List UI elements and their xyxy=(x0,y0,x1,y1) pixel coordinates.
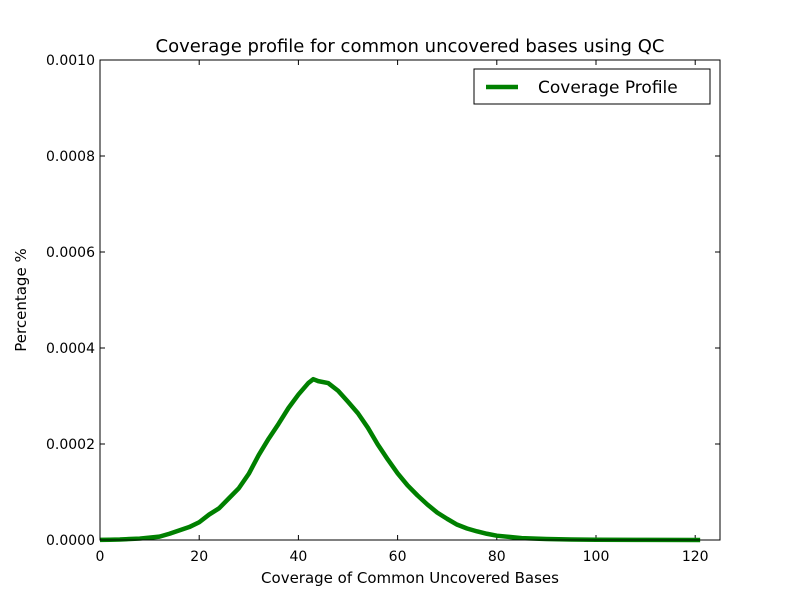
tick-group xyxy=(99,59,720,541)
x-tick-label: 80 xyxy=(488,549,506,565)
plot-frame xyxy=(99,59,721,541)
x-tick-label: 60 xyxy=(389,549,407,565)
x-tick-label: 100 xyxy=(583,549,610,565)
tick-label-group: 0 20 40 60 80 100 120 0.0000 0.0002 0.0004 0.0006 0… xyxy=(46,53,709,565)
x-tick-label: 120 xyxy=(682,549,709,565)
chart-title: Coverage profile for common uncovered ba… xyxy=(156,36,665,57)
legend: Coverage Profile xyxy=(473,68,711,105)
y-tick-label: 0.0010 xyxy=(46,53,95,69)
x-tick-label: 0 xyxy=(96,549,105,565)
y-tick-label: 0.0004 xyxy=(46,341,95,357)
y-tick-label: 0.0008 xyxy=(46,149,95,165)
y-tick-label: 0.0000 xyxy=(46,533,95,549)
y-axis-label: Percentage % xyxy=(12,248,30,351)
x-axis-label: Coverage of Common Uncovered Bases xyxy=(261,569,559,587)
legend-label: Coverage Profile xyxy=(538,78,678,98)
y-tick-label: 0.0006 xyxy=(46,245,95,261)
y-tick-label: 0.0002 xyxy=(46,437,95,453)
series-line-coverage-profile xyxy=(99,376,701,543)
x-tick-label: 20 xyxy=(190,549,208,565)
x-tick-label: 40 xyxy=(289,549,307,565)
